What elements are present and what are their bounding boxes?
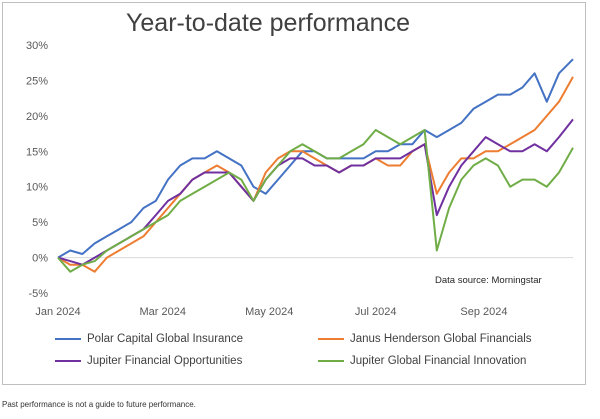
legend-item-jupiter-opportunities: Jupiter Financial Opportunities — [55, 355, 242, 367]
y-tick-label: 25% — [26, 75, 48, 87]
chart-title: Year-to-date performance — [126, 9, 410, 37]
disclaimer-text: Past performance is not a guide to futur… — [2, 400, 196, 409]
series-line-3 — [57, 129, 574, 273]
chart-frame: 30% 25% 20% 15% 10% 5% 0% -5% Jan 2024 Mar 2024 Ma… — [2, 2, 586, 385]
x-tick-label: Mar 2024 — [140, 306, 186, 318]
x-tick-label: Jul 2024 — [355, 306, 397, 318]
series-line-2 — [57, 118, 574, 266]
line-chart: 30% 25% 20% 15% 10% 5% 0% -5% Jan 2024 Mar 2024 Ma… — [26, 40, 574, 318]
legend-swatch — [55, 337, 81, 340]
legend-label: Polar Capital Global Insurance — [87, 333, 243, 345]
x-tick-label: Jan 2024 — [35, 306, 80, 318]
legend-item-polar-capital: Polar Capital Global Insurance — [55, 333, 243, 345]
y-tick-label: 15% — [26, 146, 48, 158]
legend-item-janus-henderson: Janus Henderson Global Financials — [318, 333, 532, 345]
y-tick-label: 30% — [26, 40, 48, 52]
legend-label: Jupiter Financial Opportunities — [87, 355, 243, 367]
series-line-1 — [57, 76, 574, 273]
data-source-note: Data source: Morningstar — [435, 275, 542, 286]
legend-swatch — [318, 337, 344, 340]
legend-label: Jupiter Global Financial Innovation — [350, 355, 527, 367]
y-tick-label: 10% — [26, 182, 48, 194]
legend-swatch — [55, 359, 81, 362]
y-tick-label: 5% — [32, 217, 48, 229]
y-tick-label: -5% — [28, 288, 48, 300]
legend-swatch — [318, 359, 344, 362]
y-tick-label: 0% — [32, 253, 48, 265]
y-tick-label: 20% — [26, 111, 48, 123]
legend-item-jupiter-innovation: Jupiter Global Financial Innovation — [318, 355, 526, 367]
legend-label: Janus Henderson Global Financials — [350, 333, 532, 345]
x-tick-label: Sep 2024 — [460, 306, 507, 318]
x-tick-label: May 2024 — [245, 306, 293, 318]
